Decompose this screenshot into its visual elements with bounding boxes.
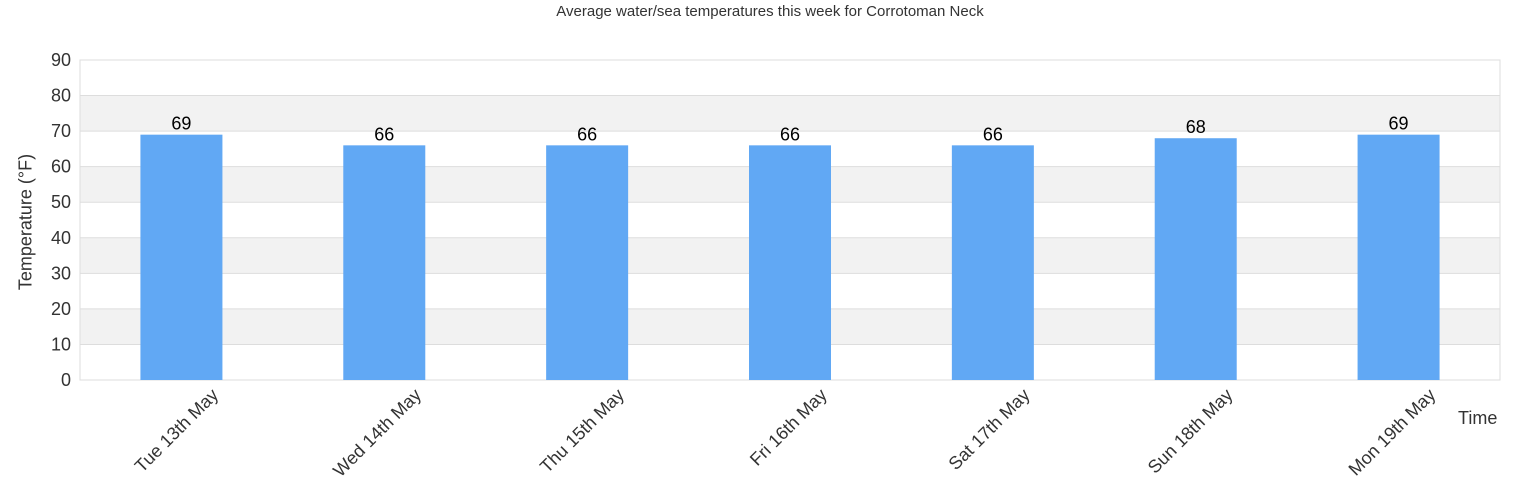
data-label: 66 — [983, 124, 1003, 144]
data-label: 66 — [577, 124, 597, 144]
data-label: 69 — [171, 114, 191, 134]
x-tick-label: Sat 17th May — [945, 385, 1034, 474]
x-tick-label: Wed 14th May — [329, 385, 425, 481]
grid-band — [80, 95, 1500, 132]
data-label: 68 — [1186, 117, 1206, 137]
data-label: 69 — [1389, 114, 1409, 134]
y-tick-label: 70 — [51, 121, 71, 141]
bar — [749, 145, 831, 380]
x-tick-label: Tue 13th May — [131, 385, 222, 476]
y-tick-label: 50 — [51, 192, 71, 212]
y-tick-label: 30 — [51, 263, 71, 283]
x-tick-label: Sun 18th May — [1144, 385, 1237, 478]
bar — [951, 145, 1034, 380]
y-tick-label: 80 — [51, 86, 71, 106]
bar — [343, 145, 426, 380]
data-label: 66 — [374, 124, 394, 144]
bar — [546, 145, 629, 380]
y-tick-label: 60 — [51, 157, 71, 177]
bar — [140, 134, 223, 380]
y-tick-label: 0 — [61, 370, 71, 390]
x-tick-label: Mon 19th May — [1345, 385, 1440, 480]
y-tick-label: 40 — [51, 228, 71, 248]
y-tick-label: 90 — [51, 50, 71, 70]
y-tick-label: 20 — [51, 299, 71, 319]
bar — [1154, 138, 1237, 380]
y-tick-label: 10 — [51, 334, 71, 354]
x-tick-label: Thu 15th May — [536, 385, 628, 477]
data-label: 66 — [780, 124, 800, 144]
x-tick-label: Fri 16th May — [746, 385, 831, 470]
bar — [1357, 134, 1440, 380]
chart-title: Average water/sea temperatures this week… — [556, 3, 984, 20]
x-axis-label: Time — [1458, 408, 1498, 428]
